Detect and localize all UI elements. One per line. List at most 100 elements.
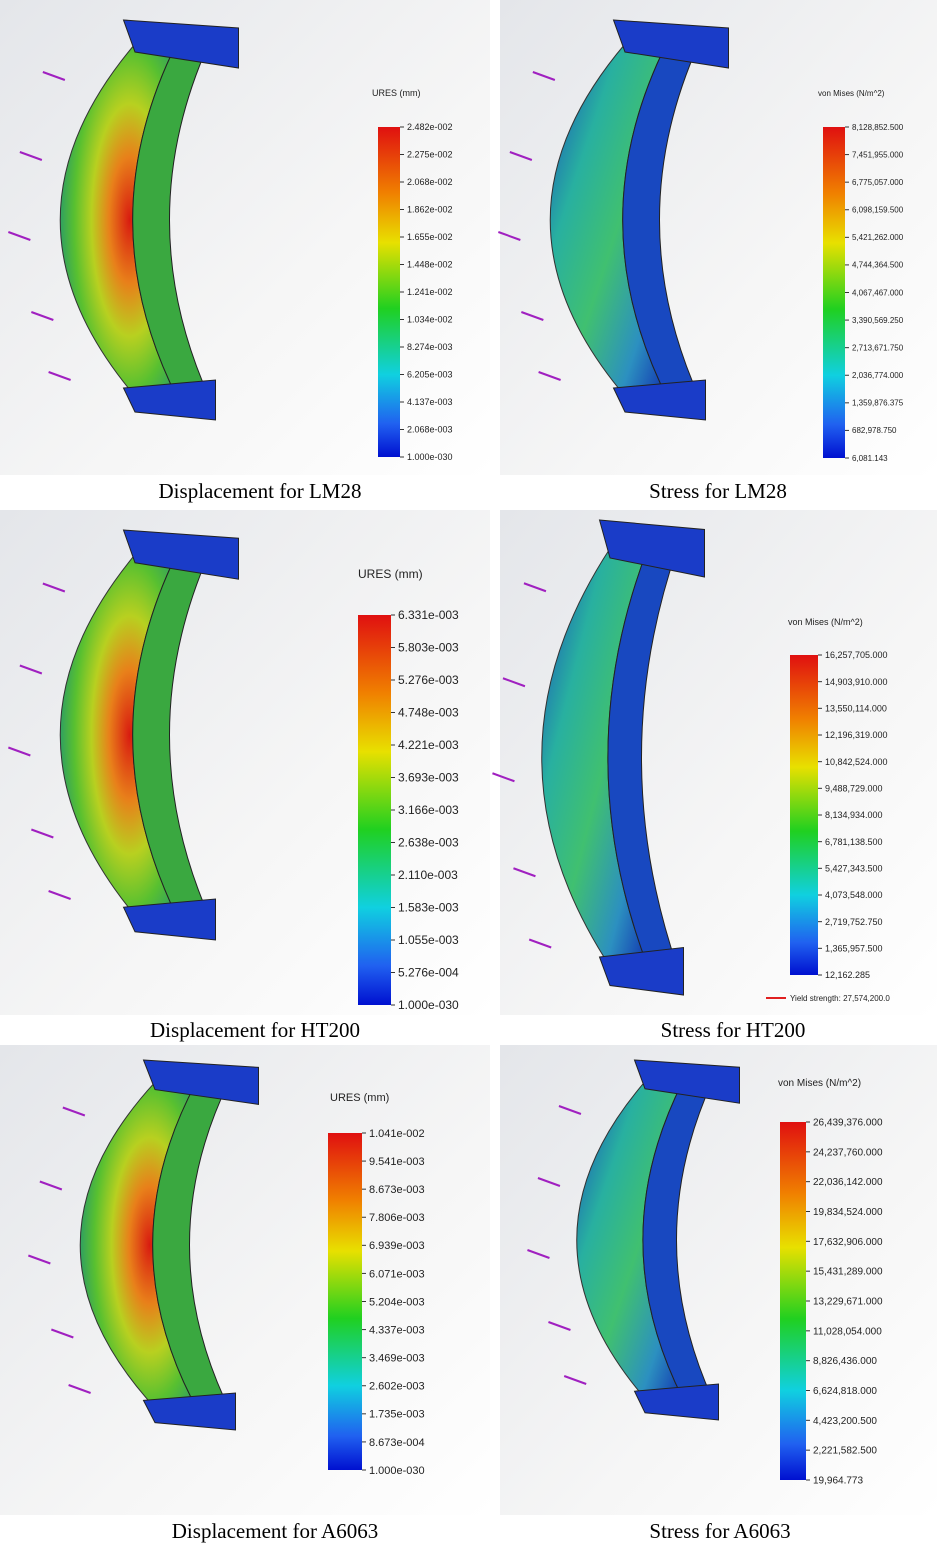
result-panel: von Mises (N/m^2) 26,439,376.000 24,237,76… bbox=[500, 1045, 937, 1543]
legend-title: URES (mm) bbox=[358, 567, 423, 581]
colorbar-label: 24,237,760.000 bbox=[813, 1147, 883, 1158]
colorbar-label: 7,451,955.000 bbox=[852, 150, 904, 159]
colorbar-label: 17,632,906.000 bbox=[813, 1237, 883, 1248]
colorbar-label: 1.862e-002 bbox=[407, 205, 453, 215]
colorbar-label: 3.166e-003 bbox=[398, 803, 459, 817]
colorbar-label: 6.071e-003 bbox=[369, 1268, 425, 1280]
result-panel: URES (mm) 6.331e-003 5.803e-003 5.276e-003 4… bbox=[0, 510, 490, 1042]
colorbar-label: 1.055e-003 bbox=[398, 933, 459, 947]
result-panel: von Mises (N/m^2) 16,257,705.000 14,903,91… bbox=[492, 510, 937, 1042]
colorbar-label: 5.276e-003 bbox=[398, 673, 459, 687]
colorbar-label: 8.673e-004 bbox=[369, 1437, 425, 1449]
colorbar-label: 15,431,289.000 bbox=[813, 1267, 883, 1278]
colorbar-label: 9,488,729.000 bbox=[825, 783, 883, 793]
legend-title: von Mises (N/m^2) bbox=[788, 617, 863, 627]
colorbar-label: 4.748e-003 bbox=[398, 706, 459, 720]
colorbar-label: 1.000e-030 bbox=[398, 998, 459, 1012]
result-panel: URES (mm) 2.482e-002 2.275e-002 2.068e-002 1… bbox=[0, 0, 490, 503]
colorbar-label: 7.806e-003 bbox=[369, 1212, 425, 1224]
colorbar-label: 2,713,671.750 bbox=[852, 343, 904, 352]
colorbar-label: 5,427,343.500 bbox=[825, 863, 883, 873]
colorbar-label: 10,842,524.000 bbox=[825, 757, 888, 767]
colorbar-label: 682,978.750 bbox=[852, 426, 897, 435]
legend-title: URES (mm) bbox=[330, 1092, 389, 1104]
colorbar-label: 8,128,852.500 bbox=[852, 123, 904, 132]
yield-label: Yield strength: 27,574,200.0 bbox=[790, 994, 890, 1003]
colorbar-label: 6,098,159.500 bbox=[852, 206, 904, 215]
colorbar-label: 1.241e-002 bbox=[407, 287, 453, 297]
colorbar-label: 9.541e-003 bbox=[369, 1156, 425, 1168]
colorbar bbox=[780, 1122, 806, 1480]
colorbar-label: 8.274e-003 bbox=[407, 342, 453, 352]
colorbar-label: 22,036,142.000 bbox=[813, 1177, 883, 1188]
colorbar-label: 19,964.773 bbox=[813, 1476, 863, 1487]
colorbar-label: 6.205e-003 bbox=[407, 370, 453, 380]
colorbar bbox=[823, 127, 845, 458]
colorbar-label: 4,073,548.000 bbox=[825, 890, 883, 900]
caption: Stress for LM28 bbox=[649, 479, 787, 503]
colorbar-label: 2.482e-002 bbox=[407, 122, 453, 132]
colorbar-label: 4.337e-003 bbox=[369, 1324, 425, 1336]
colorbar-label: 4.137e-003 bbox=[407, 397, 453, 407]
legend-title: URES (mm) bbox=[372, 88, 421, 98]
colorbar-label: 1.000e-030 bbox=[407, 452, 453, 462]
colorbar-label: 6,775,057.000 bbox=[852, 178, 904, 187]
colorbar-label: 12,162.285 bbox=[825, 970, 870, 980]
colorbar-label: 2.068e-003 bbox=[407, 425, 453, 435]
colorbar-label: 1,359,876.375 bbox=[852, 399, 904, 408]
caption: Stress for HT200 bbox=[661, 1018, 806, 1042]
panel-background bbox=[500, 1045, 937, 1515]
colorbar-label: 6.331e-003 bbox=[398, 608, 459, 622]
caption: Displacement for LM28 bbox=[159, 479, 362, 503]
colorbar-label: 6,624,818.000 bbox=[813, 1386, 877, 1397]
colorbar-label: 1.655e-002 bbox=[407, 232, 453, 242]
colorbar-label: 2.275e-002 bbox=[407, 150, 453, 160]
colorbar bbox=[378, 127, 400, 457]
colorbar-label: 14,903,910.000 bbox=[825, 677, 888, 687]
colorbar-label: 13,550,114.000 bbox=[825, 703, 887, 713]
colorbar-label: 4.221e-003 bbox=[398, 738, 459, 752]
colorbar bbox=[358, 615, 391, 1005]
legend-title: von Mises (N/m^2) bbox=[818, 89, 885, 98]
colorbar-label: 1.000e-030 bbox=[369, 1465, 425, 1477]
colorbar-label: 4,744,364.500 bbox=[852, 261, 904, 270]
colorbar bbox=[790, 655, 818, 975]
colorbar-label: 2,036,774.000 bbox=[852, 371, 904, 380]
colorbar-label: 8.673e-003 bbox=[369, 1184, 425, 1196]
colorbar-label: 6.939e-003 bbox=[369, 1240, 425, 1252]
colorbar-label: 2.068e-002 bbox=[407, 177, 453, 187]
colorbar-label: 3,390,569.250 bbox=[852, 316, 904, 325]
colorbar-label: 5,421,262.000 bbox=[852, 233, 904, 242]
colorbar-label: 1.448e-002 bbox=[407, 260, 453, 270]
colorbar-label: 1.034e-002 bbox=[407, 315, 453, 325]
colorbar-label: 6,781,138.500 bbox=[825, 837, 883, 847]
colorbar-label: 2.110e-003 bbox=[398, 868, 458, 882]
colorbar-label: 26,439,376.000 bbox=[813, 1118, 883, 1129]
colorbar-label: 1,365,957.500 bbox=[825, 943, 883, 953]
colorbar-label: 6,081.143 bbox=[852, 454, 888, 463]
colorbar-label: 1.041e-002 bbox=[369, 1128, 425, 1140]
colorbar-label: 4,423,200.500 bbox=[813, 1416, 877, 1427]
colorbar-label: 16,257,705.000 bbox=[825, 650, 888, 660]
colorbar-label: 5.276e-004 bbox=[398, 966, 459, 980]
colorbar-label: 12,196,319.000 bbox=[825, 730, 888, 740]
caption: Displacement for HT200 bbox=[150, 1018, 360, 1042]
colorbar-label: 1.583e-003 bbox=[398, 901, 459, 915]
colorbar-label: 5.803e-003 bbox=[398, 641, 459, 655]
colorbar-label: 1.735e-003 bbox=[369, 1409, 425, 1421]
caption: Stress for A6063 bbox=[649, 1519, 790, 1543]
colorbar-label: 4,067,467.000 bbox=[852, 288, 904, 297]
caption: Displacement for A6063 bbox=[172, 1519, 378, 1543]
colorbar-label: 2,221,582.500 bbox=[813, 1446, 877, 1457]
colorbar-label: 11,028,054.000 bbox=[813, 1326, 882, 1337]
colorbar-label: 2.638e-003 bbox=[398, 836, 459, 850]
colorbar-label: 2,719,752.750 bbox=[825, 917, 883, 927]
colorbar-label: 8,134,934.000 bbox=[825, 810, 883, 820]
colorbar-label: 3.693e-003 bbox=[398, 771, 459, 785]
colorbar-label: 13,229,671.000 bbox=[813, 1297, 883, 1308]
legend-title: von Mises (N/m^2) bbox=[778, 1078, 861, 1089]
colorbar-label: 8,826,436.000 bbox=[813, 1356, 877, 1367]
colorbar-label: 5.204e-003 bbox=[369, 1296, 425, 1308]
colorbar-label: 19,834,524.000 bbox=[813, 1207, 883, 1218]
colorbar-label: 3.469e-003 bbox=[369, 1353, 425, 1365]
